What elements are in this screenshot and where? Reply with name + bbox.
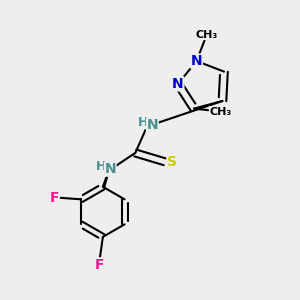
Text: H: H	[96, 160, 106, 173]
Text: CH₃: CH₃	[196, 29, 218, 40]
Text: N: N	[104, 162, 116, 176]
Text: H: H	[137, 116, 148, 128]
Text: N: N	[172, 77, 184, 91]
Text: F: F	[50, 191, 59, 205]
Text: N: N	[191, 54, 202, 68]
Text: S: S	[167, 155, 177, 169]
Text: CH₃: CH₃	[209, 106, 232, 116]
Text: N: N	[146, 118, 158, 132]
Text: F: F	[95, 258, 105, 272]
